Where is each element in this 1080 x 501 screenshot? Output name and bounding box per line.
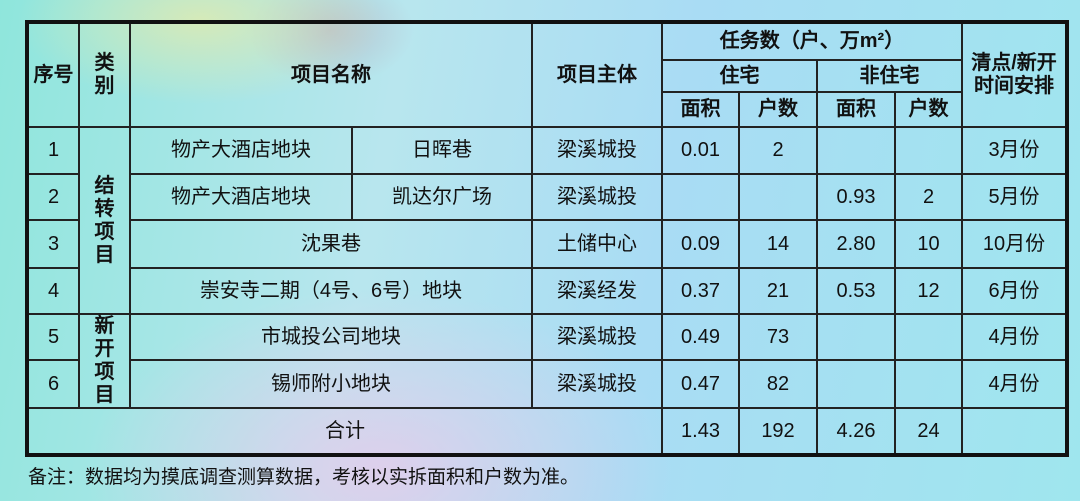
table-row: 1 结转项目 物产大酒店地块 日晖巷 梁溪城投 0.01 2 3月份 (26, 126, 1068, 315)
cell-seq: 3 (26, 219, 80, 269)
header-res-households: 户数 (738, 91, 818, 128)
total-res-area: 1.43 (661, 407, 740, 456)
cell-schedule: 6月份 (961, 267, 1068, 315)
header-non-households: 户数 (894, 91, 963, 128)
cell-non-households: 12 (894, 267, 963, 315)
cell-non-households: 2 (894, 173, 963, 221)
cell-schedule: 3月份 (961, 126, 1068, 175)
cell-schedule: 4月份 (961, 359, 1068, 409)
cell-schedule: 5月份 (961, 173, 1068, 221)
table-row: 2 物产大酒店地块 凯达尔广场 梁溪城投 0.93 2 5月份 (26, 173, 1068, 221)
total-label: 合计 (26, 407, 663, 456)
cell-schedule: 10月份 (961, 219, 1068, 269)
cell-seq: 1 (26, 126, 80, 175)
total-res-households: 192 (738, 407, 818, 456)
cell-non-area (816, 312, 896, 362)
cell-schedule: 4月份 (961, 312, 1068, 362)
cell-non-households (894, 126, 963, 175)
table-row: 5 新开项目 市城投公司地块 梁溪城投 0.49 73 4月份 (26, 312, 1068, 409)
header-tasks: 任务数（户、万m²） (661, 21, 963, 61)
cell-entity: 梁溪城投 (531, 126, 663, 175)
cell-entity: 梁溪城投 (531, 312, 663, 362)
category-new: 新开项目 (78, 313, 131, 409)
cell-name: 物产大酒店地块 (129, 126, 353, 175)
header-residential: 住宅 (661, 59, 818, 93)
total-non-households: 24 (894, 407, 963, 456)
cell-non-households (894, 359, 963, 409)
header-schedule: 清点/新开时间安排 (961, 21, 1068, 128)
cell-non-households: 10 (894, 219, 963, 269)
header-res-area: 面积 (661, 91, 740, 128)
cell-res-households: 2 (738, 126, 818, 175)
cell-name: 物产大酒店地块 (129, 173, 353, 221)
cell-res-households (738, 173, 818, 221)
cell-name: 沈果巷 (129, 219, 533, 269)
cell-non-area: 2.80 (816, 219, 896, 269)
table-row: 6 锡师附小地块 梁溪城投 0.47 82 4月份 (26, 359, 1068, 409)
cell-non-households (894, 312, 963, 362)
header-seq: 序号 (26, 21, 80, 128)
cell-name: 崇安寺二期（4号、6号）地块 (129, 267, 533, 315)
cell-non-area: 0.93 (816, 173, 896, 221)
header-entity: 项目主体 (531, 21, 663, 128)
cell-seq: 4 (26, 267, 80, 315)
cell-name: 锡师附小地块 (129, 359, 533, 409)
cell-res-area: 0.47 (661, 359, 740, 409)
footnote: 备注：数据均为摸底调查测算数据，考核以实拆面积和户数为准。 (28, 467, 580, 488)
cell-seq: 2 (26, 173, 80, 221)
cell-res-households: 82 (738, 359, 818, 409)
cell-entity: 梁溪城投 (531, 173, 663, 221)
cell-res-households: 14 (738, 219, 818, 269)
cell-sub-name: 日晖巷 (351, 126, 533, 175)
cell-non-area (816, 359, 896, 409)
cell-res-area: 0.49 (661, 312, 740, 362)
cell-name: 市城投公司地块 (129, 312, 533, 362)
cell-seq: 6 (26, 359, 80, 409)
demolition-task-table: 序号 类别 项目名称 项目主体 任务数（户、万m²） 清点/新开时间安排 住宅 … (25, 20, 1069, 457)
cell-res-area: 0.01 (661, 126, 740, 175)
cell-res-area (661, 173, 740, 221)
cell-res-households: 21 (738, 267, 818, 315)
cell-entity: 梁溪城投 (531, 359, 663, 409)
cell-res-households: 73 (738, 312, 818, 362)
header-category: 类别 (78, 21, 131, 128)
cell-sub-name: 凯达尔广场 (351, 173, 533, 221)
cell-entity: 土储中心 (531, 219, 663, 269)
cell-non-area (816, 126, 896, 175)
table-row: 3 沈果巷 土储中心 0.09 14 2.80 10 10月份 (26, 219, 1068, 269)
total-schedule (961, 407, 1068, 456)
cell-res-area: 0.37 (661, 267, 740, 315)
total-non-area: 4.26 (816, 407, 896, 456)
category-carryover: 结转项目 (78, 126, 131, 315)
header-project-name: 项目名称 (129, 21, 533, 128)
cell-seq: 5 (26, 312, 80, 362)
cell-entity: 梁溪经发 (531, 267, 663, 315)
cell-res-area: 0.09 (661, 219, 740, 269)
total-row: 合计 1.43 192 4.26 24 (26, 407, 1068, 456)
cell-non-area: 0.53 (816, 267, 896, 315)
header-non-area: 面积 (816, 91, 896, 128)
table-row: 4 崇安寺二期（4号、6号）地块 梁溪经发 0.37 21 0.53 12 6月… (26, 267, 1068, 315)
header-non-residential: 非住宅 (816, 59, 963, 93)
